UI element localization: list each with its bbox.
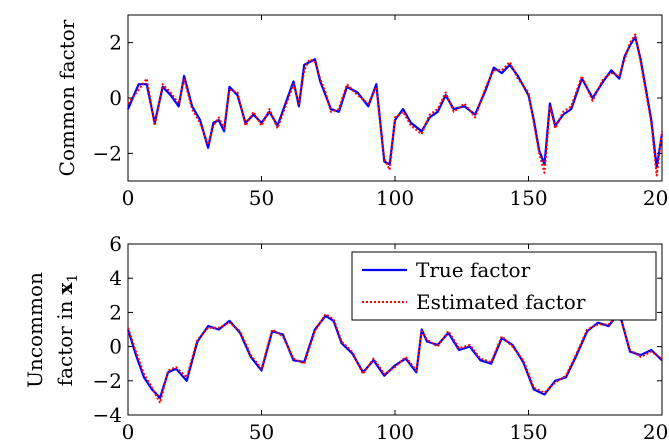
common-factor-y-tick-label: 2 <box>109 31 122 55</box>
common-factor-x-tick-label: 50 <box>249 186 274 210</box>
legend-label-estimated-factor: Estimated factor <box>416 290 586 314</box>
uncommon-factor-y-ticks: −4 −2 0 2 4 6 <box>93 232 662 427</box>
uncommon-factor-true-series-line <box>126 311 663 399</box>
common-factor-ylabel: Common factor <box>55 19 79 176</box>
legend-label-true-factor: True factor <box>416 258 531 282</box>
uncommon-factor-x-tick-label: 0 <box>122 420 135 443</box>
common-factor-x-tick-label: 200 <box>643 186 669 210</box>
common-factor-x-tick-label: 100 <box>376 186 414 210</box>
uncommon-factor-x-tick-label: 200 <box>643 420 669 443</box>
common-factor-x-tick-label: 0 <box>122 186 135 210</box>
common-factor-x-tick-label: 150 <box>509 186 547 210</box>
uncommon-factor-x-tick-label: 50 <box>249 420 274 443</box>
common-factor-true-series-line <box>126 35 664 169</box>
legend-box <box>351 251 657 321</box>
uncommon-factor-x-tick-label: 150 <box>509 420 547 443</box>
common-factor-frame <box>127 14 663 182</box>
uncommon-factor-ylabel-line2: factor in x1 <box>53 274 81 387</box>
uncommon-factor-y-tick-label: 0 <box>109 335 122 359</box>
common-factor-estimated-series-line <box>127 33 663 177</box>
uncommon-factor-plot: Uncommon factor in x1 0 50 100 150 200 −4 −2 0 2… <box>23 232 669 443</box>
uncommon-factor-ylabel-text: factor in <box>53 300 77 386</box>
uncommon-factor-y-tick-label: 4 <box>109 266 122 290</box>
uncommon-factor-y-tick-label: 2 <box>109 300 122 324</box>
uncommon-factor-x-ticks: 0 50 100 150 200 <box>122 244 669 443</box>
uncommon-factor-ylabel-math: x <box>53 282 77 295</box>
common-factor-series <box>126 33 664 177</box>
uncommon-factor-x-tick-label: 100 <box>376 420 414 443</box>
uncommon-factor-y-tick-label: 6 <box>109 232 122 256</box>
uncommon-factor-ylabel-line1: Uncommon <box>23 272 47 388</box>
uncommon-factor-y-tick-label: −2 <box>93 369 122 393</box>
common-factor-y-ticks: −2 0 2 <box>93 31 662 165</box>
legend: True factor Estimated factor <box>351 251 657 321</box>
common-factor-plot: Common factor 050100150200 −202 <box>55 14 669 210</box>
uncommon-factor-y-tick-label: −4 <box>93 403 122 427</box>
common-factor-y-tick-label: 0 <box>109 86 122 110</box>
common-factor-y-tick-label: −2 <box>93 141 122 165</box>
uncommon-factor-ylabel-sub: 1 <box>65 274 81 283</box>
uncommon-factor-ylabel: Uncommon factor in x1 <box>23 272 81 388</box>
common-factor-x-ticks: 0 50 100 150 200 <box>122 15 669 210</box>
uncommon-factor-series <box>126 311 663 404</box>
